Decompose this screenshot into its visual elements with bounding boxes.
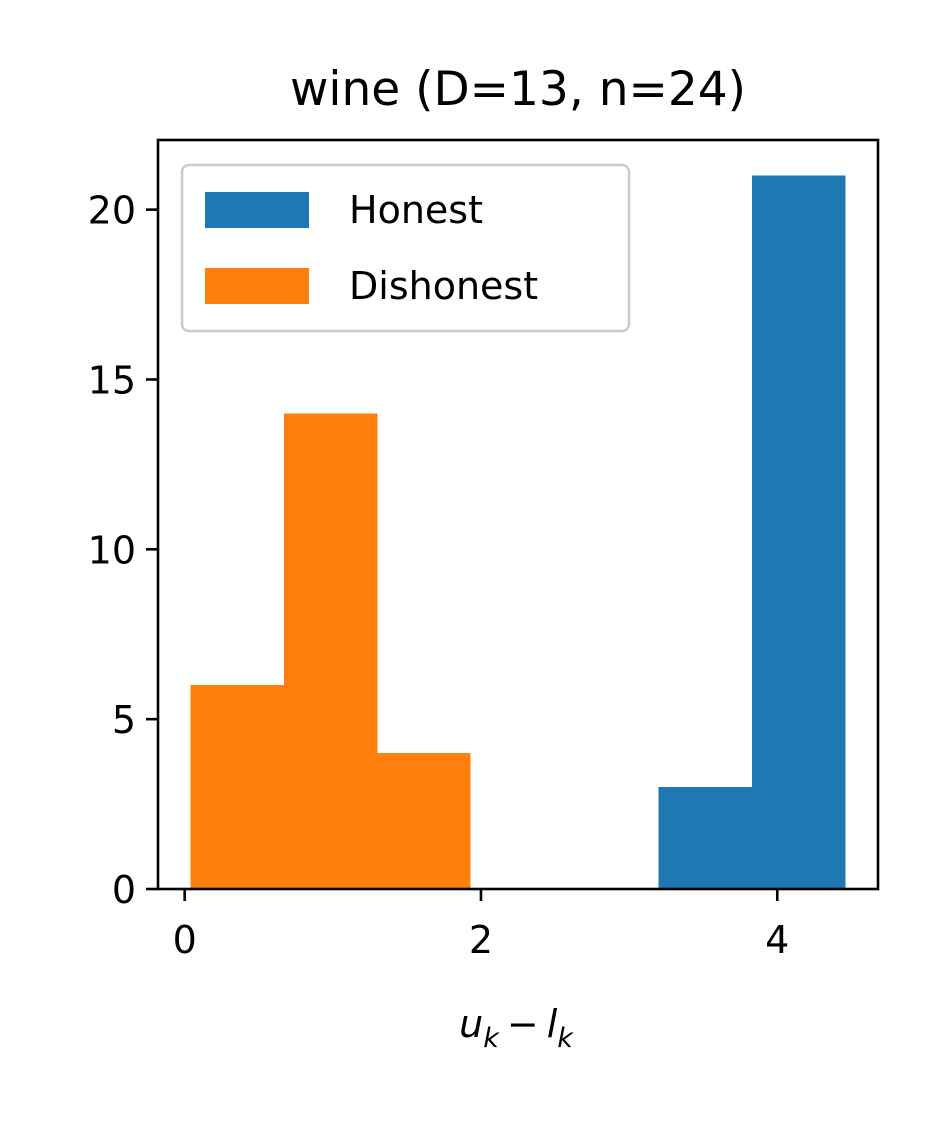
y-tick-label: 5 bbox=[112, 698, 136, 742]
legend: Honest Dishonest bbox=[180, 163, 631, 333]
honest-bar bbox=[658, 787, 753, 889]
chart-title: wine (D=13, n=24) bbox=[290, 62, 746, 117]
legend-swatch-honest bbox=[205, 192, 309, 228]
x-axis-label: uk − lk bbox=[459, 1002, 574, 1054]
dishonest-bar bbox=[190, 685, 284, 889]
y-tick-label: 0 bbox=[112, 868, 136, 912]
legend-label-honest: Honest bbox=[349, 188, 483, 232]
x-tick-label: 4 bbox=[765, 918, 789, 962]
dishonest-bar bbox=[283, 413, 378, 889]
x-tick-label: 0 bbox=[173, 918, 197, 962]
bars-layer bbox=[190, 175, 846, 889]
legend-label-dishonest: Dishonest bbox=[349, 264, 538, 308]
x-axis: 0 2 4 bbox=[173, 889, 789, 962]
plot-frame bbox=[156, 138, 880, 891]
honest-bar bbox=[752, 175, 846, 889]
y-tick-label: 15 bbox=[88, 358, 136, 402]
legend-swatch-dishonest bbox=[205, 268, 309, 304]
dishonest-bar bbox=[377, 753, 471, 889]
y-tick-label: 10 bbox=[88, 528, 136, 572]
x-tick-label: 2 bbox=[469, 918, 493, 962]
y-axis: 0 5 10 15 20 bbox=[88, 189, 158, 912]
y-tick-label: 20 bbox=[88, 189, 136, 233]
